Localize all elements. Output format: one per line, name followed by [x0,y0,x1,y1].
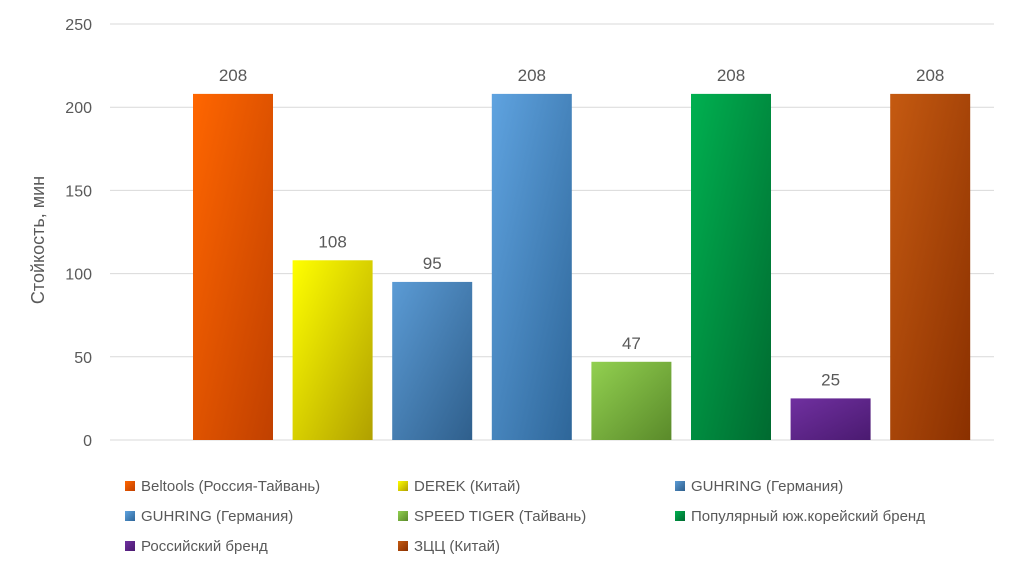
legend-label: GUHRING (Германия) [141,508,293,525]
legend-label: SPEED TIGER (Тайвань) [414,508,586,525]
bar [193,93,273,440]
data-label: 95 [423,254,442,273]
y-tick-label: 150 [65,183,92,200]
y-tick-label: 50 [74,350,92,367]
bars [193,93,971,440]
data-label: 25 [821,370,840,389]
legend: Beltools (Россия-Тайвань) DEREK (Китай) GU… [125,478,925,555]
data-label: 208 [916,66,944,85]
legend-swatch [125,511,135,521]
bar [591,361,672,440]
data-label: 108 [318,232,346,251]
y-tick-label: 100 [65,267,92,284]
y-tick-label: 0 [83,433,92,450]
legend-swatch [675,511,685,521]
bar [691,93,771,440]
y-tick-label: 250 [65,17,92,34]
legend-label: DEREK (Китай) [414,478,520,495]
bar [890,93,971,440]
data-label: 208 [518,66,546,85]
legend-swatch [398,511,408,521]
legend-label: GUHRING (Германия) [691,478,843,495]
bar [292,260,373,440]
y-axis-ticks: 0 50 100 150 200 250 [65,17,92,450]
bar [790,398,871,440]
legend-swatch [125,481,135,491]
legend-label: Российский бренд [141,538,268,555]
legend-label: Популярный юж.корейский бренд [691,508,925,525]
bar [392,281,473,440]
legend-swatch [675,481,685,491]
data-label: 47 [622,334,641,353]
data-labels: 208 108 95 208 47 208 25 208 [219,66,945,390]
y-tick-label: 200 [65,100,92,117]
y-axis-title: Стойкость, мин [28,176,48,304]
legend-label: ЗЦЦ (Китай) [414,538,500,555]
legend-swatch [125,541,135,551]
legend-swatch [398,481,408,491]
data-label: 208 [219,66,247,85]
legend-label: Beltools (Россия-Тайвань) [141,478,320,495]
bar [491,93,572,440]
legend-swatch [398,541,408,551]
data-label: 208 [717,66,745,85]
